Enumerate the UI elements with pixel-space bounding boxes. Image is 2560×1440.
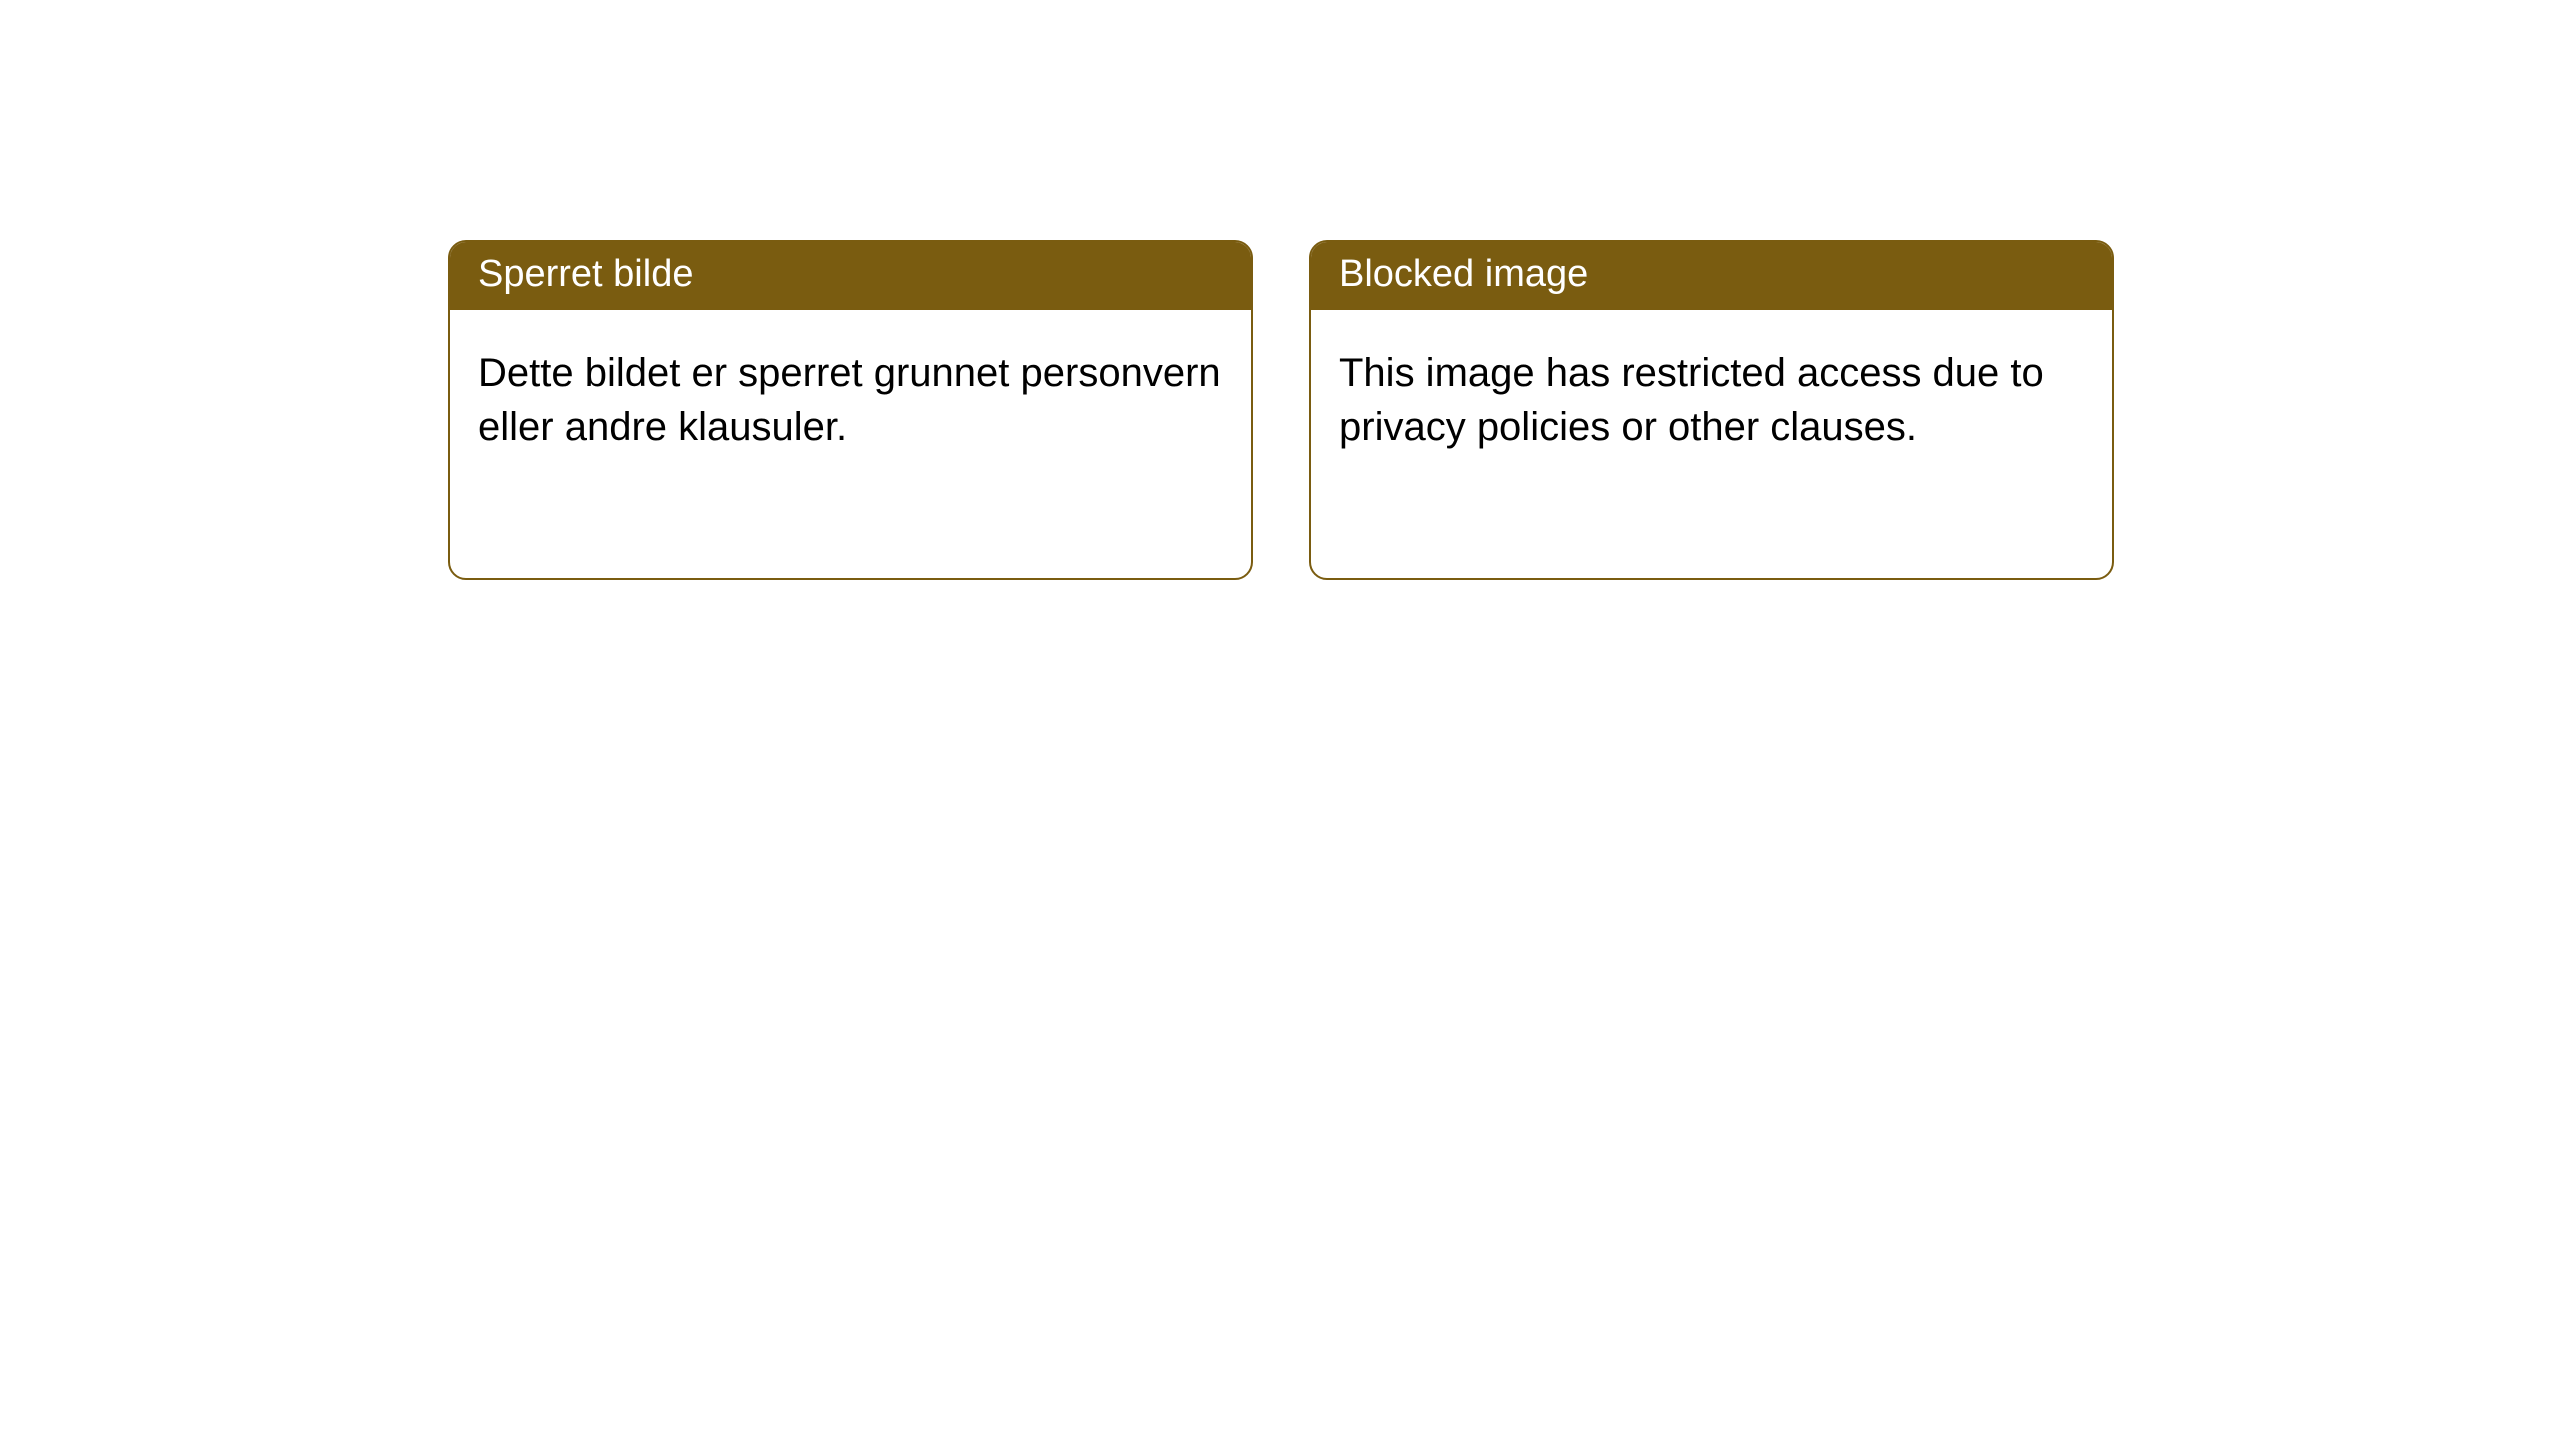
blocked-image-card-no: Sperret bilde Dette bildet er sperret gr…	[448, 240, 1253, 580]
notice-cards-container: Sperret bilde Dette bildet er sperret gr…	[0, 0, 2560, 580]
card-title-no: Sperret bilde	[478, 253, 693, 295]
card-body-no: Dette bildet er sperret grunnet personve…	[450, 310, 1251, 578]
card-header-no: Sperret bilde	[450, 242, 1251, 310]
card-body-en: This image has restricted access due to …	[1311, 310, 2112, 578]
blocked-image-card-en: Blocked image This image has restricted …	[1309, 240, 2114, 580]
card-title-en: Blocked image	[1339, 253, 1588, 295]
card-header-en: Blocked image	[1311, 242, 2112, 310]
card-text-en: This image has restricted access due to …	[1339, 351, 2044, 449]
card-text-no: Dette bildet er sperret grunnet personve…	[478, 351, 1221, 449]
